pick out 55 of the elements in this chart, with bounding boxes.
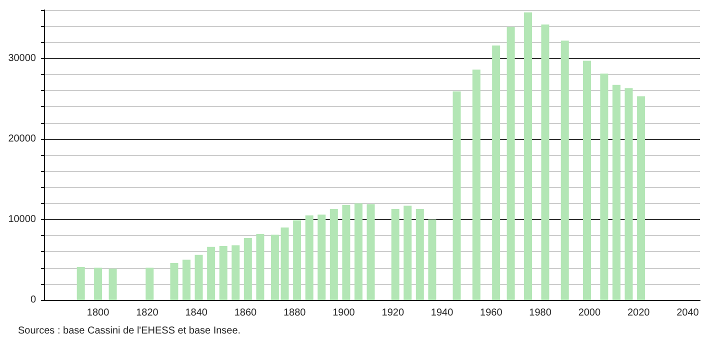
bar [108, 268, 117, 300]
bar [492, 45, 500, 300]
bar [391, 208, 400, 300]
x-tick-label: 1880 [283, 308, 306, 318]
bar [354, 203, 362, 300]
bar [280, 228, 289, 300]
x-tick-label: 1800 [86, 308, 110, 318]
y-tick-label: 30000 [8, 52, 36, 64]
bar [244, 238, 252, 300]
bar [170, 262, 178, 300]
bar [624, 88, 633, 300]
bar [582, 60, 591, 300]
bar [366, 204, 375, 300]
bar [600, 74, 608, 300]
y-tick-label: 10000 [8, 214, 36, 225]
bar [293, 220, 302, 300]
y-tick-label: 0 [30, 294, 36, 306]
y-tick-label: 20000 [8, 133, 36, 144]
bar [612, 84, 620, 300]
bar [256, 234, 264, 300]
x-tick-label: 1940 [430, 308, 454, 318]
x-tick-label: 2020 [627, 308, 650, 318]
bar [472, 70, 480, 300]
x-tick-label: 2040 [676, 308, 700, 318]
x-tick-label: 1980 [529, 308, 552, 318]
bar [194, 254, 203, 300]
source-note: Sources : base Cassini de l'EHESS et base Insee. [18, 326, 241, 336]
x-tick-label: 2000 [578, 308, 601, 318]
bar [146, 268, 154, 300]
bar [637, 96, 646, 300]
bar [428, 219, 436, 300]
bar [94, 268, 102, 300]
bar [330, 208, 338, 300]
bar [560, 40, 569, 300]
x-tick-label: 1960 [480, 308, 503, 318]
bar [506, 26, 515, 300]
bar [416, 208, 424, 300]
bar [76, 266, 85, 300]
bar [318, 214, 326, 300]
bar [219, 246, 228, 300]
x-tick-label: 1820 [136, 308, 159, 318]
bar [524, 12, 532, 300]
bar [270, 234, 279, 300]
bar [452, 91, 461, 300]
bar [404, 206, 412, 300]
bar [207, 246, 216, 300]
x-tick-label: 1840 [185, 308, 208, 318]
x-tick-label: 1860 [234, 308, 258, 318]
bar [305, 215, 314, 300]
x-tick-label: 1920 [382, 308, 404, 318]
bar [342, 204, 350, 300]
bar [232, 245, 240, 300]
x-tick-label: 1900 [332, 308, 356, 318]
bar [182, 260, 190, 300]
bar [541, 24, 550, 300]
